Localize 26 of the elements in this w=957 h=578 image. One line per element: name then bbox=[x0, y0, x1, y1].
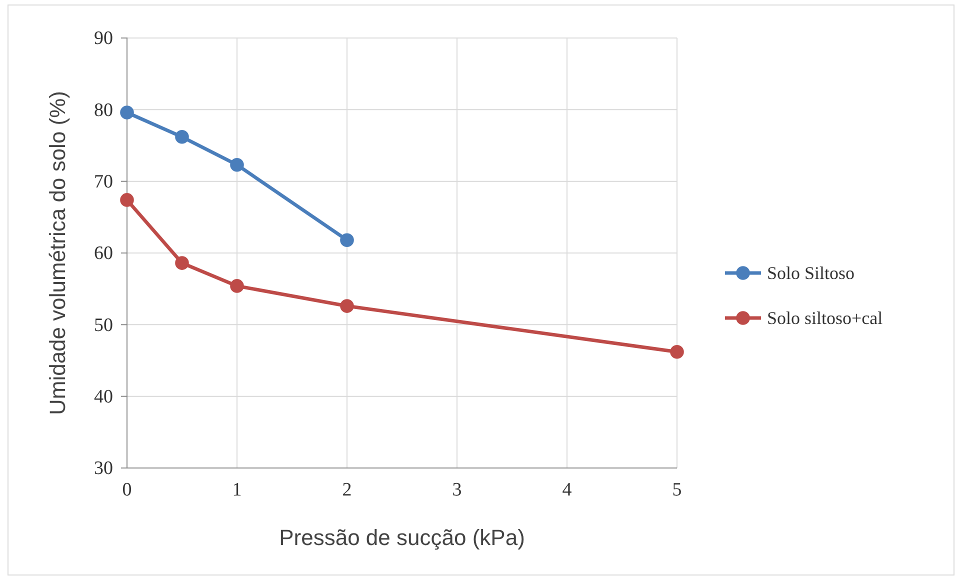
legend-label: Solo Siltoso bbox=[767, 263, 855, 283]
point bbox=[120, 193, 134, 207]
x-tick-label: 2 bbox=[342, 479, 352, 500]
y-tick-label: 30 bbox=[94, 458, 113, 480]
point bbox=[175, 130, 189, 144]
x-tick-label: 0 bbox=[122, 479, 132, 500]
x-tick-label: 1 bbox=[232, 479, 242, 500]
point bbox=[670, 345, 684, 359]
y-tick-label: 90 bbox=[94, 28, 113, 50]
y-tick-label: 50 bbox=[94, 314, 113, 336]
point bbox=[340, 233, 354, 247]
y-axis-title: Umidade volumétrica do solo (%) bbox=[45, 90, 70, 416]
x-tick-label: 4 bbox=[562, 479, 572, 500]
point bbox=[120, 106, 134, 120]
y-tick-label: 70 bbox=[94, 171, 113, 192]
point bbox=[340, 299, 354, 313]
y-tick-label: 60 bbox=[94, 243, 113, 264]
legend-label: Solo siltoso+cal bbox=[767, 308, 883, 328]
point bbox=[230, 279, 244, 293]
y-tick-label: 40 bbox=[94, 386, 113, 408]
x-tick-label: 3 bbox=[452, 479, 462, 500]
point bbox=[175, 256, 189, 270]
x-axis-title: Pressão de sucção (kPa) bbox=[279, 525, 525, 550]
x-tick-label: 5 bbox=[672, 479, 682, 500]
point bbox=[230, 158, 244, 172]
y-tick-label: 80 bbox=[94, 100, 113, 121]
